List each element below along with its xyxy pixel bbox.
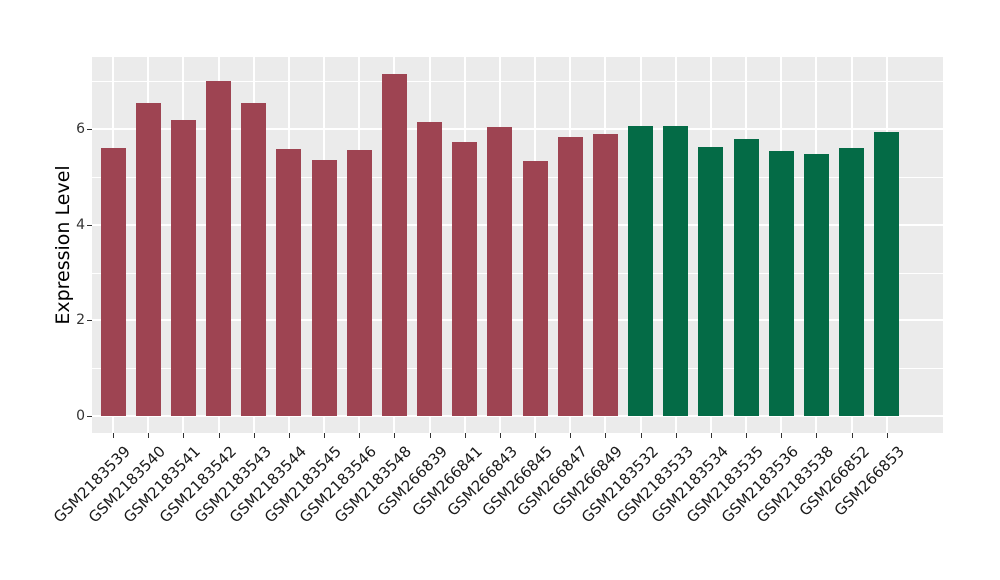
bar — [312, 160, 337, 416]
bar — [417, 122, 442, 416]
x-tick-mark — [641, 433, 642, 438]
x-tick-mark — [500, 433, 501, 438]
y-axis-title: Expression Level — [52, 165, 74, 325]
gridline-major — [92, 223, 943, 226]
bar — [804, 154, 829, 416]
y-tick-label: 6 — [76, 121, 85, 137]
x-tick-mark — [254, 433, 255, 438]
chart-panel — [92, 57, 943, 433]
y-tick-label: 4 — [76, 217, 85, 233]
bar — [136, 103, 161, 416]
x-tick-mark — [219, 433, 220, 438]
bar — [558, 137, 583, 416]
x-tick-mark — [746, 433, 747, 438]
bar — [593, 134, 618, 416]
y-tick-label: 0 — [76, 408, 85, 424]
gridline-major — [92, 415, 943, 417]
bar — [101, 148, 126, 416]
bar — [171, 120, 196, 416]
bar — [839, 148, 864, 416]
y-tick-mark — [87, 320, 92, 321]
x-tick-mark — [430, 433, 431, 438]
bar — [452, 142, 477, 416]
x-tick-mark — [781, 433, 782, 438]
x-tick-mark — [359, 433, 360, 438]
bar — [874, 132, 899, 416]
y-tick-mark — [87, 416, 92, 417]
x-tick-mark — [465, 433, 466, 438]
bar — [734, 139, 759, 416]
bar — [628, 126, 653, 416]
gridline-major — [92, 128, 943, 131]
gridline-major — [92, 319, 943, 322]
bar — [347, 150, 372, 416]
x-tick-mark — [148, 433, 149, 438]
bar — [487, 127, 512, 416]
x-tick-mark — [887, 433, 888, 438]
x-tick-mark — [570, 433, 571, 438]
bar — [382, 74, 407, 416]
bar — [663, 126, 688, 416]
bar — [276, 149, 301, 416]
y-tick-label: 2 — [76, 312, 85, 328]
x-tick-mark — [605, 433, 606, 438]
bar — [769, 151, 794, 416]
x-tick-mark — [816, 433, 817, 438]
x-tick-mark — [289, 433, 290, 438]
x-tick-mark — [324, 433, 325, 438]
x-tick-mark — [676, 433, 677, 438]
x-tick-mark — [711, 433, 712, 438]
gridline-minor — [92, 176, 943, 178]
y-tick-mark — [87, 225, 92, 226]
x-tick-mark — [183, 433, 184, 438]
bar — [241, 103, 266, 416]
x-tick-mark — [394, 433, 395, 438]
x-tick-mark — [852, 433, 853, 438]
gridline-minor — [92, 368, 943, 370]
gridline-minor — [92, 272, 943, 274]
bar — [523, 161, 548, 416]
x-tick-mark — [535, 433, 536, 438]
bar — [698, 147, 723, 416]
bar — [206, 81, 231, 416]
gridline-minor — [92, 81, 943, 83]
y-tick-mark — [87, 129, 92, 130]
x-tick-mark — [113, 433, 114, 438]
